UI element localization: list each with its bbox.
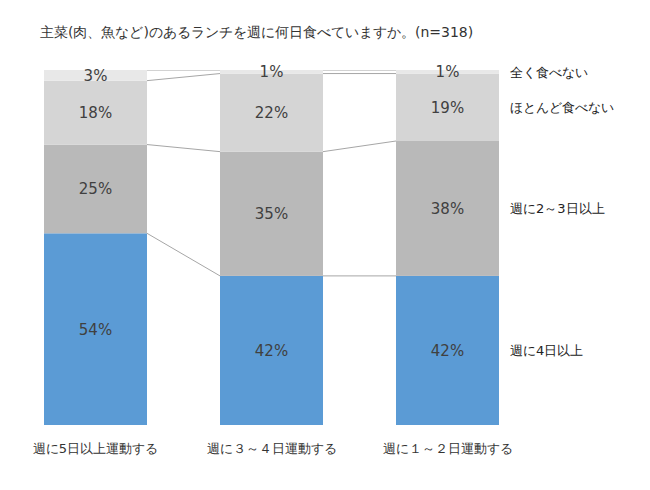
title: 主菜(肉、魚など)のあるランチを週に何日食べていますか。(n=318) bbox=[40, 24, 473, 40]
bar-segment bbox=[220, 276, 323, 425]
data-label: 19% bbox=[431, 99, 464, 117]
x-axis-labels: 週に5日以上運動する 週に３～４日運動する 週に１～２日運動する bbox=[33, 441, 513, 456]
data-label: 1% bbox=[260, 63, 284, 81]
chart: 主菜(肉、魚など)のあるランチを週に何日食べていますか。(n=318) 54% 25… bbox=[0, 0, 650, 490]
bar-segment bbox=[220, 152, 323, 276]
bar-segment bbox=[396, 141, 499, 276]
connectors bbox=[147, 70, 396, 276]
data-label: 1% bbox=[436, 63, 460, 81]
legend-entry: 全く食べない bbox=[510, 65, 588, 80]
bar-segment bbox=[44, 145, 147, 234]
connector-line bbox=[323, 275, 396, 276]
bar-segment bbox=[44, 233, 147, 425]
connector-line bbox=[147, 74, 220, 81]
bar-segment bbox=[44, 81, 147, 145]
connector-line bbox=[323, 141, 396, 152]
connector-line bbox=[323, 73, 396, 74]
data-label: 25% bbox=[79, 180, 112, 198]
connector-line bbox=[147, 70, 220, 71]
bar-segment bbox=[220, 74, 323, 152]
legend: 週に4日以上 週に2～3日以上ほとんど食べない全く食べない bbox=[510, 65, 614, 359]
category-label: 週に１～２日運動する bbox=[383, 441, 513, 456]
data-label: 3% bbox=[84, 67, 108, 85]
data-labels: 54% 25% 18% 3% 42% 35% 22% 1% 42% 38% 19% 1% bbox=[79, 63, 464, 360]
bar-segment bbox=[396, 74, 499, 141]
data-label: 54% bbox=[79, 321, 112, 339]
category-label: 週に5日以上運動する bbox=[33, 441, 158, 456]
data-label: 18% bbox=[79, 104, 112, 122]
legend-entry: 週に2～3日以上 bbox=[510, 201, 605, 216]
data-label: 35% bbox=[255, 205, 288, 223]
legend-entry: ほとんど食べない bbox=[510, 100, 614, 115]
data-label: 22% bbox=[255, 104, 288, 122]
data-label: 42% bbox=[431, 342, 464, 360]
data-label: 42% bbox=[255, 342, 288, 360]
connector-line bbox=[147, 145, 220, 152]
category-label: 週に３～４日運動する bbox=[207, 441, 337, 456]
data-label: 38% bbox=[431, 200, 464, 218]
bar-segment bbox=[396, 276, 499, 425]
connector-line bbox=[147, 233, 220, 276]
connector-line bbox=[323, 70, 396, 71]
legend-entry: 週に4日以上 bbox=[510, 343, 583, 358]
bars bbox=[44, 70, 499, 425]
